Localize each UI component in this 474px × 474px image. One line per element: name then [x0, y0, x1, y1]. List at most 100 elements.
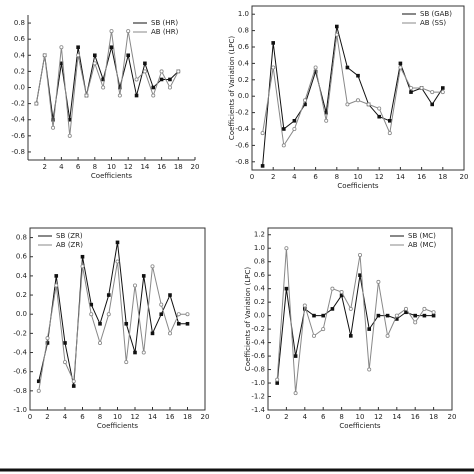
point — [387, 131, 392, 136]
point — [101, 77, 105, 82]
point — [176, 312, 181, 317]
x-axis-label: Coefficients — [97, 422, 139, 430]
point — [106, 312, 111, 317]
point — [330, 286, 335, 291]
point — [355, 98, 360, 103]
point — [284, 286, 289, 291]
point — [59, 45, 64, 50]
legend-label: SB (ZR) — [56, 232, 83, 240]
x-tick-label: 10 — [113, 413, 122, 421]
y-tick-label: -1.0 — [251, 379, 265, 387]
point — [284, 246, 289, 251]
x-tick-label: 8 — [98, 413, 102, 421]
point — [59, 61, 64, 66]
y-tick-label: 0.0 — [16, 310, 27, 318]
point — [394, 313, 399, 318]
x-tick-label: 6 — [321, 413, 326, 421]
x-tick-label: 12 — [374, 413, 383, 421]
point — [430, 102, 434, 107]
point — [151, 93, 156, 98]
legend-label: AB (MC) — [408, 241, 436, 249]
point — [71, 384, 76, 388]
point — [376, 279, 381, 284]
point — [168, 77, 172, 82]
point — [42, 53, 47, 58]
point — [334, 32, 339, 37]
x-tick-label: 2 — [45, 413, 49, 421]
point — [348, 306, 353, 311]
point — [367, 367, 372, 372]
y-tick-label: 0.6 — [16, 253, 28, 261]
point — [92, 61, 97, 66]
point — [80, 264, 85, 269]
point — [124, 360, 129, 365]
series-line — [276, 248, 434, 394]
point — [356, 73, 360, 78]
point — [36, 388, 41, 393]
y-tick-label: 0.4 — [16, 272, 28, 280]
x-tick-label: 10 — [107, 163, 116, 171]
point — [293, 391, 298, 396]
point — [126, 53, 130, 58]
y-tick-label: 0.2 — [254, 298, 265, 306]
point — [63, 341, 67, 345]
x-tick-label: 0 — [266, 413, 270, 421]
point — [126, 29, 131, 34]
point — [109, 45, 114, 50]
point — [168, 293, 172, 297]
point — [311, 333, 316, 338]
legend-label: SB (GAB) — [420, 10, 452, 18]
point — [54, 274, 59, 278]
point — [34, 101, 39, 106]
x-tick-label: 4 — [303, 413, 308, 421]
y-axis-label: Coefficients of Variation (LPC) — [244, 267, 252, 371]
point — [67, 133, 72, 138]
x-tick-label: 18 — [438, 173, 447, 181]
point — [93, 53, 97, 58]
y-tick-label: 0.0 — [238, 92, 249, 100]
x-tick-label: 18 — [174, 163, 183, 171]
point — [303, 102, 307, 107]
point — [141, 350, 146, 355]
x-tick-label: 8 — [93, 163, 97, 171]
point — [260, 164, 265, 168]
point — [132, 283, 137, 288]
x-tick-label: 14 — [396, 173, 405, 181]
y-tick-label: 0.8 — [254, 258, 265, 266]
point — [167, 331, 172, 336]
legend-label: SB (HR) — [151, 19, 178, 27]
y-tick-label: -0.4 — [251, 339, 265, 347]
y-tick-label: 0.8 — [16, 234, 27, 242]
y-tick-label: 0.0 — [14, 84, 25, 92]
point — [115, 240, 120, 245]
point — [176, 321, 181, 326]
point — [36, 379, 41, 384]
y-tick-label: -0.8 — [235, 158, 249, 166]
point — [133, 350, 137, 355]
y-tick-label: -0.4 — [13, 349, 27, 357]
x-axis-label: Coefficients — [91, 172, 133, 180]
y-tick-label: -0.6 — [13, 368, 27, 376]
y-tick-label: 0.2 — [238, 76, 249, 84]
point — [292, 127, 297, 132]
point — [101, 85, 106, 90]
point — [150, 264, 155, 269]
legend-label: AB (SS) — [420, 19, 446, 27]
point — [76, 53, 81, 58]
x-tick-label: 20 — [460, 173, 469, 181]
point — [63, 360, 68, 365]
point — [89, 302, 94, 307]
legend-label: AB (ZR) — [56, 241, 83, 249]
point — [339, 293, 344, 298]
point — [376, 313, 381, 318]
point — [357, 252, 362, 257]
point — [313, 65, 318, 70]
point — [117, 93, 122, 98]
x-tick-label: 4 — [59, 163, 64, 171]
point — [440, 90, 445, 95]
x-tick-label: 18 — [183, 413, 192, 421]
point — [45, 341, 50, 345]
point — [441, 86, 445, 90]
x-tick-label: 16 — [417, 173, 426, 181]
